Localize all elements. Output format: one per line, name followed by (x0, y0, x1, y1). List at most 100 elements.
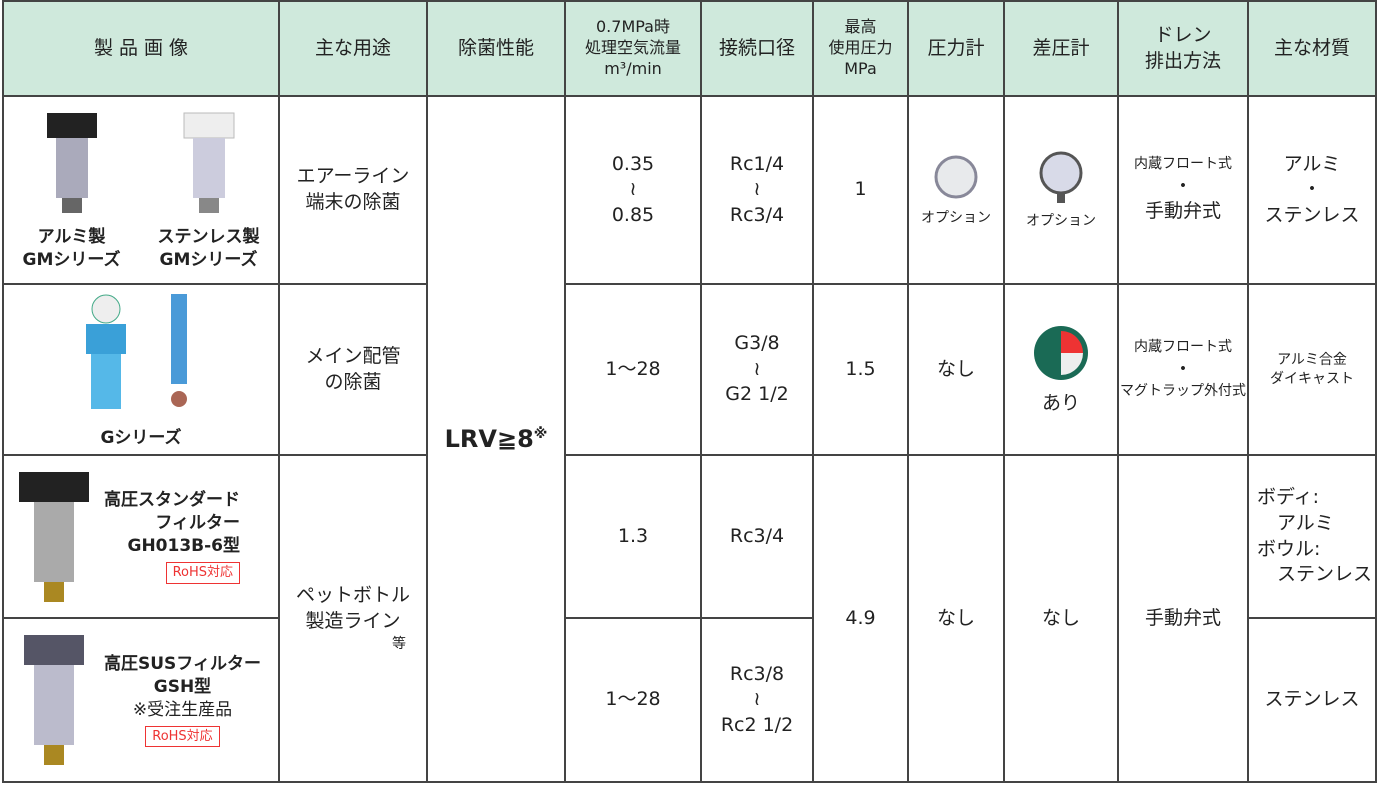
gauge-cell: なし (907, 454, 1005, 783)
row: 高圧スタンダード フィルター GH013B-6型 RoHS対応 ペットボトル 製造ライン… (2, 454, 1377, 783)
flow-cell: 0.35 ≀ 0.85 (564, 95, 702, 285)
drain-cell: 内蔵フロート式・マグトラップ外付式 (1117, 283, 1249, 456)
port-cell: Rc3/4 (700, 454, 814, 619)
product-cell: アルミ製 GMシリーズ ステンレス製 GMシリーズ (2, 95, 280, 285)
line: ≀ (753, 178, 761, 201)
flow-cell: 1.3 (564, 454, 702, 619)
line: 最高 (844, 17, 877, 37)
product-label: 高圧SUSフィルター (104, 653, 261, 674)
line: 0.7MPa時 (596, 17, 670, 37)
line: ボディ: (1257, 486, 1320, 509)
port-cell: Rc3/8 ≀ Rc2 1/2 (700, 617, 814, 783)
material-cell: ステンレス (1247, 617, 1377, 783)
header-cell: 除菌性能 (426, 0, 566, 97)
product-image (183, 112, 234, 214)
product-image (24, 635, 84, 765)
use-cell: ペットボトル 製造ライン等 (278, 454, 428, 783)
header-cell: 最高 使用圧力 MPa (812, 0, 909, 97)
line: Rc2 1/2 (720, 713, 794, 736)
line: MPa (844, 58, 877, 78)
port-cell: G3/8 ≀ G2 1/2 (700, 283, 814, 456)
line: G3/8 (734, 332, 780, 355)
product-label: GMシリーズ (159, 249, 258, 270)
line: ・ (1173, 357, 1193, 380)
product-label: 高圧スタンダード (104, 490, 240, 511)
header-cell: ドレン 排出方法 (1117, 0, 1249, 97)
line: 使用圧力 (828, 38, 893, 58)
gauge-cell: オプション (907, 95, 1005, 285)
line: アルミ (1283, 152, 1341, 175)
diff-gauge-cell: なし (1003, 454, 1119, 783)
line: Rc3/4 (729, 203, 785, 226)
product-cell: Gシリーズ (2, 283, 280, 456)
diff-gauge: あり (1041, 391, 1080, 414)
note-mark: ※ (533, 425, 548, 442)
header-cell: 製 品 画 像 (2, 0, 280, 97)
gauge-icon (934, 155, 978, 199)
row: アルミ製 GMシリーズ ステンレス製 GMシリーズ エアーライン 端末の除菌 LRV≧… (2, 95, 1377, 783)
port-cell: Rc1/4 ≀ Rc3/4 (700, 95, 814, 285)
lrv: LRV≧8 (444, 424, 534, 453)
header-cell: 主な材質 (1247, 0, 1377, 97)
header-cell: 圧力計 (907, 0, 1005, 97)
line: 排出方法 (1144, 49, 1221, 72)
line: ダイキャスト (1270, 370, 1354, 387)
row: Gシリーズ メイン配管の除菌 1～28 G3/8 ≀ G2 1/2 1.5 なし あ… (2, 283, 1377, 456)
header-cell: 0.7MPa時 処理空気流量 m³/min (564, 0, 702, 97)
product-label: フィルター (155, 513, 240, 534)
line: エアーライン (296, 165, 410, 188)
gauge-icon (1034, 325, 1088, 380)
line: ステンレス (1277, 563, 1373, 586)
line: 内蔵フロート式 (1134, 155, 1232, 172)
product-cell: 高圧スタンダード フィルター GH013B-6型 RoHS対応 (2, 454, 280, 619)
material-cell: アルミ・ステンレス (1247, 95, 1377, 285)
product-label: GSH型 (153, 676, 212, 697)
line: 処理空気流量 (584, 38, 681, 58)
gauge-cell: なし (907, 283, 1005, 456)
drain-cell: 内蔵フロート式・手動弁式 (1117, 95, 1249, 285)
line: 等 (392, 635, 406, 652)
use-cell: エアーライン 端末の除菌 (278, 95, 428, 285)
flow-cell: 1～28 (564, 283, 702, 456)
product-label: ※受注生産品 (132, 699, 233, 720)
line: の除菌 (324, 370, 382, 393)
product-label: Gシリーズ (100, 427, 182, 448)
line: 0.35 (611, 152, 655, 175)
product-label: アルミ製 (37, 226, 106, 247)
product-label: ステンレス製 (157, 226, 260, 247)
line: メイン配管 (305, 344, 401, 367)
gauge-icon (1039, 151, 1083, 204)
line: ボウル: (1257, 537, 1321, 560)
line: ・ (1302, 178, 1322, 201)
line: アルミ合金 (1277, 351, 1347, 368)
line: 端末の除菌 (305, 191, 401, 213)
line: 製造ライン (305, 610, 401, 633)
line: マグトラップ外付式 (1120, 383, 1246, 400)
line: ≀ (629, 178, 637, 201)
product-label: GMシリーズ (22, 249, 121, 270)
line: ステンレス (1264, 203, 1360, 226)
badge: RoHS対応 (145, 725, 220, 748)
gauge: オプション (921, 210, 991, 227)
product-cell: 高圧SUSフィルター GSH型 ※受注生産品 RoHS対応 (2, 617, 280, 783)
use-cell: メイン配管 の除菌 (278, 283, 428, 456)
pressure-cell: 1.5 (812, 283, 909, 456)
line: 内蔵フロート式 (1134, 338, 1232, 355)
line: 手動弁式 (1144, 200, 1221, 223)
row: 高圧SUSフィルター GSH型 ※受注生産品 RoHS対応 1～28 Rc3/8 ≀ Rc… (2, 617, 1377, 783)
line: ・ (1173, 174, 1193, 197)
line: ペットボトル (295, 584, 410, 607)
header-cell: 差圧計 (1003, 0, 1119, 97)
material-cell: アルミ合金ダイキャスト (1247, 283, 1377, 456)
line: ≀ (753, 357, 761, 380)
header-cell: 接続口径 (700, 0, 814, 97)
drain-cell: 手動弁式 (1117, 454, 1249, 783)
line: 0.85 (611, 203, 655, 226)
lrv-cell: LRV≧8※ (426, 95, 566, 783)
line: ドレン (1154, 23, 1212, 46)
line: G2 1/2 (725, 383, 789, 406)
line: Rc3/8 (729, 662, 785, 685)
line: m³/min (604, 58, 662, 78)
